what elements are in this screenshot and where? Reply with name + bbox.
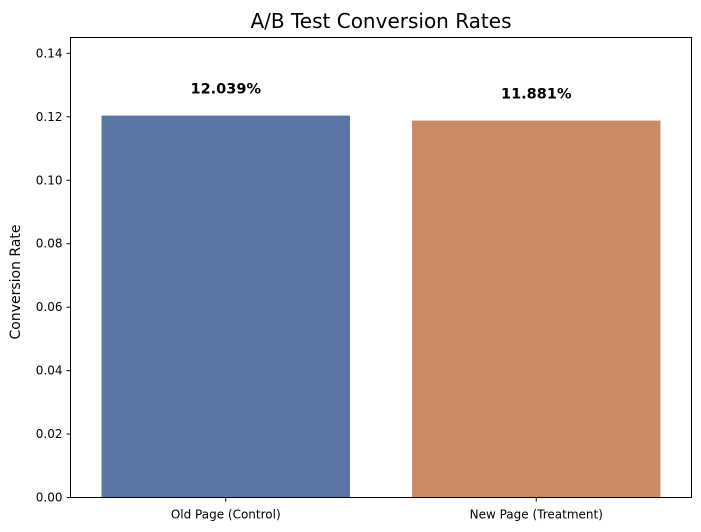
x-tick-label: Old Page (Control) [171, 508, 281, 522]
y-tick-label: 0.06 [36, 300, 63, 314]
y-tick-label: 0.00 [36, 491, 63, 505]
chart-title: A/B Test Conversion Rates [250, 9, 511, 33]
y-tick-label: 0.02 [36, 427, 63, 441]
bars-layer [101, 115, 661, 498]
y-tick-label: 0.08 [36, 237, 63, 251]
x-ticks-layer: Old Page (Control) New Page (Treatment) [171, 497, 603, 522]
y-tick-label: 0.10 [36, 173, 63, 187]
bar-new-page-treatment [412, 120, 661, 498]
plot-frame [70, 37, 692, 498]
y-tick-label: 0.12 [36, 110, 63, 124]
y-tick-label: 0.14 [36, 46, 63, 60]
data-labels-layer: 12.039% 11.881% [191, 82, 572, 103]
data-label: 12.039% [191, 82, 262, 98]
x-tick-label: New Page (Treatment) [470, 508, 603, 522]
y-ticks-layer: 0.00 0.02 0.04 0.06 0.08 0.10 0.12 0.14 [36, 46, 71, 505]
bar-old-page-control [101, 115, 350, 498]
y-tick-label: 0.04 [36, 364, 63, 378]
data-label: 11.881% [501, 87, 572, 103]
y-axis-label: Conversion Rate [8, 224, 24, 339]
